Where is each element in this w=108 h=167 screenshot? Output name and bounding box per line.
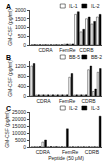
svg-text:5000: 5000 (15, 137, 26, 143)
svg-text:CDRB: CDRB (85, 149, 100, 155)
svg-text:1000: 1000 (15, 24, 26, 30)
svg-text:B: B (6, 54, 11, 61)
svg-text:GM-CSF (pg/ml): GM-CSF (pg/ml) (7, 9, 13, 46)
svg-text:2000: 2000 (15, 7, 26, 13)
svg-text:CDRA: CDRA (36, 149, 51, 155)
svg-text:FemRe: FemRe (59, 47, 76, 53)
svg-text:1200: 1200 (15, 63, 26, 69)
svg-text:IL-3: IL-3 (91, 105, 100, 111)
svg-text:15000: 15000 (12, 123, 26, 129)
svg-text:Peptide (50 μM): Peptide (50 μM) (48, 155, 84, 161)
svg-text:C: C (6, 105, 11, 112)
svg-text:BB-2: BB-2 (91, 54, 102, 60)
svg-text:GM-CSF (pg/ml): GM-CSF (pg/ml) (4, 111, 10, 148)
svg-text:CDRB: CDRB (81, 98, 96, 104)
svg-text:CDRA: CDRA (36, 98, 51, 104)
svg-text:800: 800 (18, 73, 27, 79)
svg-text:20000: 20000 (12, 116, 26, 122)
svg-text:FemRe: FemRe (59, 98, 76, 104)
svg-text:A: A (6, 3, 11, 10)
svg-text:0: 0 (23, 42, 26, 48)
svg-text:IL-1: IL-1 (69, 3, 78, 9)
svg-text:25000: 25000 (12, 109, 26, 115)
svg-text:0: 0 (23, 93, 26, 99)
svg-text:CDRA: CDRA (38, 47, 53, 53)
svg-text:IL-2: IL-2 (91, 3, 100, 9)
svg-text:1500: 1500 (15, 16, 26, 22)
svg-text:BB-5: BB-5 (69, 54, 80, 60)
svg-text:IL-2: IL-2 (69, 105, 78, 111)
svg-text:CDRB: CDRB (79, 47, 94, 53)
svg-text:10000: 10000 (12, 130, 26, 136)
svg-text:400: 400 (18, 83, 27, 89)
svg-text:0: 0 (23, 144, 26, 150)
svg-text:500: 500 (18, 33, 27, 39)
svg-text:FemRe: FemRe (62, 149, 79, 155)
svg-text:GM-CSF (pg/ml): GM-CSF (pg/ml) (7, 60, 13, 97)
